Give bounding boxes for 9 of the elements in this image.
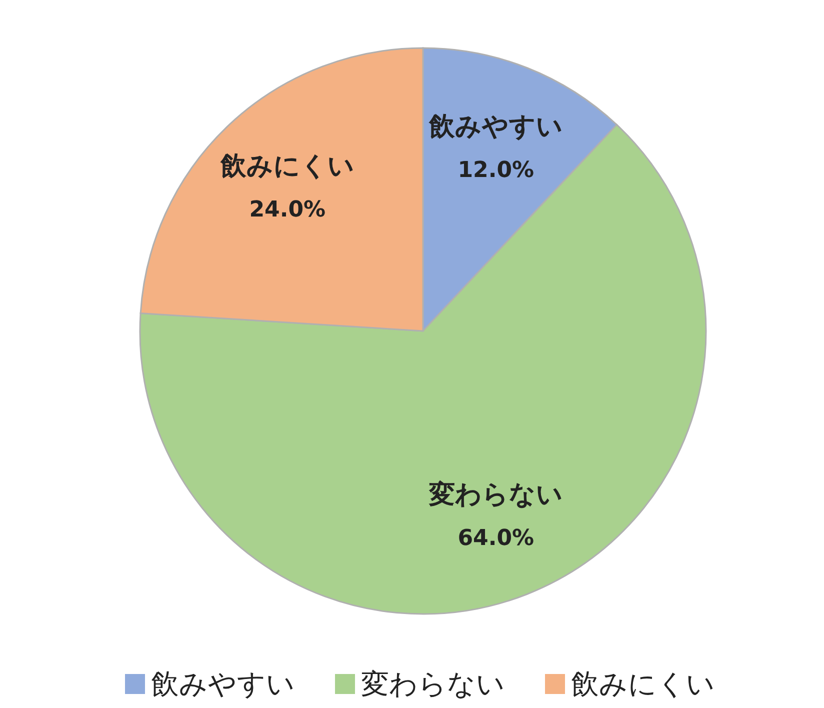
legend-label: 飲みにくい [571, 668, 715, 700]
data-label: 64.0% [458, 526, 534, 552]
data-label: 24.0% [249, 198, 326, 223]
slice-label: 変わらない [428, 480, 563, 510]
slice-label: 飲みにくい [219, 152, 354, 182]
legend-label: 変わらない [361, 668, 505, 700]
data-label: 12.0% [458, 158, 534, 183]
slice-label: 飲みやすい [428, 112, 563, 142]
legend-label: 飲みやすい [151, 668, 295, 700]
